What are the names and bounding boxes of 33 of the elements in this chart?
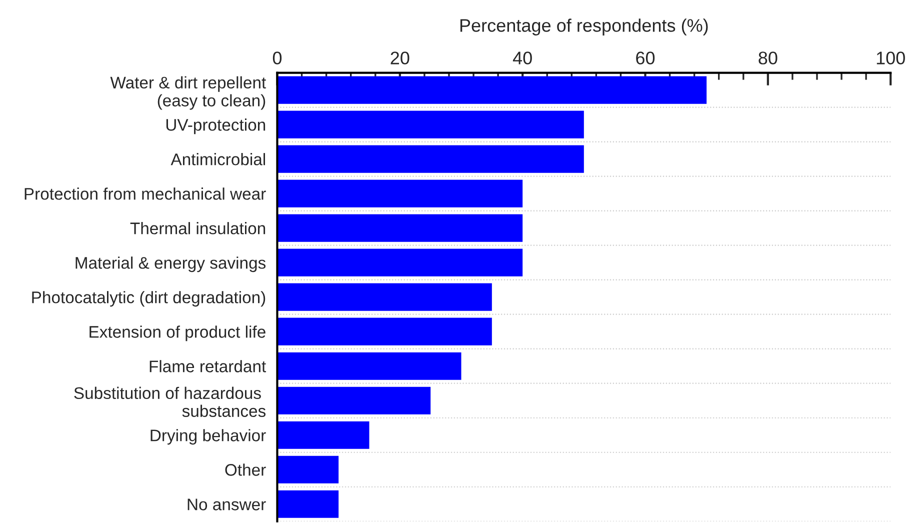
- y-tick-label: Substitution of hazardous substances: [74, 386, 266, 418]
- bar: [277, 110, 584, 138]
- x-tick-label: 20: [390, 52, 410, 64]
- x-tick-label: 0: [272, 52, 282, 64]
- x-axis-title: Percentage of respondents (%): [460, 18, 708, 36]
- y-tick-label: No answer: [188, 498, 266, 510]
- bar: [277, 76, 707, 104]
- y-tick-label: UV-protection: [166, 118, 266, 134]
- y-tick-label: Antimicrobial: [170, 153, 266, 166]
- bar: [277, 214, 523, 242]
- bar: [277, 283, 492, 311]
- x-tick-label: 60: [636, 52, 655, 64]
- y-tick-label: Drying behavior: [150, 429, 266, 445]
- y-tick-label: Material & energy savings: [76, 256, 266, 272]
- bar: [277, 318, 492, 346]
- bar: [277, 248, 523, 276]
- y-tick-label: Protection from mechanical wear: [24, 188, 266, 200]
- y-tick-label: Thermal insulation: [130, 222, 266, 234]
- x-tick-label: 100: [876, 52, 905, 64]
- y-tick-label: Other: [225, 464, 266, 476]
- bar: [277, 352, 462, 380]
- bar: [277, 456, 339, 484]
- x-tick-label: 40: [512, 52, 532, 64]
- y-tick-label: Extension of product life: [90, 326, 266, 342]
- bar: [277, 421, 370, 449]
- bar: [277, 490, 339, 518]
- y-tick-label: Photocatalytic (dirt degradation): [32, 291, 266, 307]
- y-tick-label: Flame retardant: [150, 360, 266, 372]
- y-tick-label: Water & dirt repellent (easy to clean): [110, 76, 266, 110]
- bar: [277, 180, 523, 208]
- bar: [277, 386, 431, 414]
- bar: [277, 145, 584, 173]
- x-tick-label: 80: [758, 52, 778, 64]
